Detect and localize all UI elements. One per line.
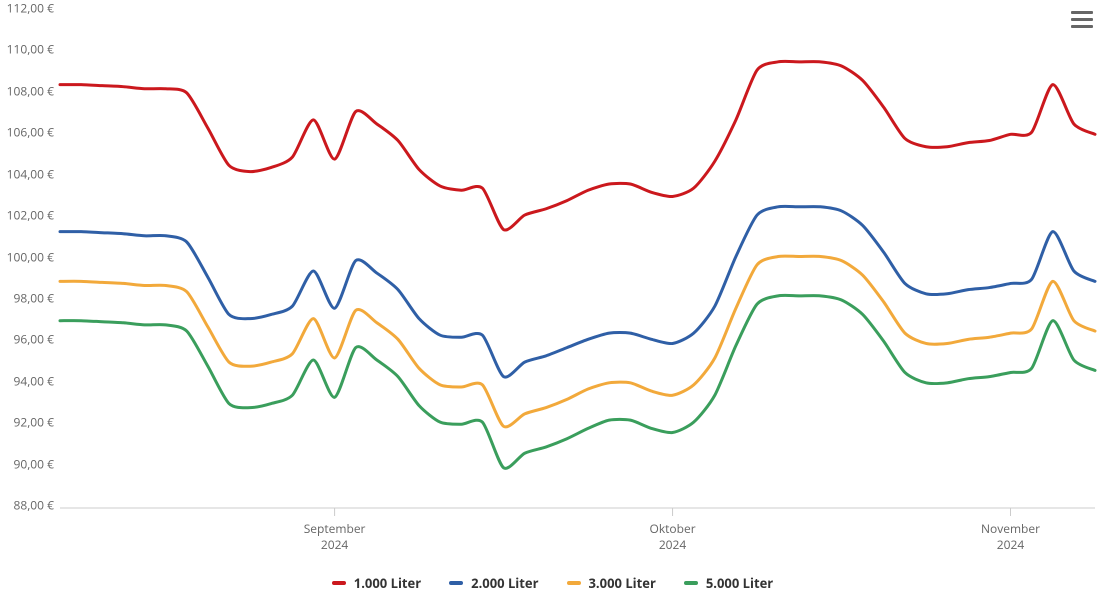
- legend: 1.000 Liter 2.000 Liter 3.000 Liter 5.000 L…: [0, 574, 1105, 592]
- legend-label: 1.000 Liter: [354, 574, 421, 592]
- legend-swatch: [449, 581, 463, 585]
- y-tick-label: 112,00 €: [4, 0, 54, 17]
- x-tick-year: 2024: [659, 536, 686, 553]
- y-tick-label: 94,00 €: [4, 372, 54, 389]
- legend-item[interactable]: 2.000 Liter: [449, 574, 538, 592]
- y-tick-label: 92,00 €: [4, 414, 54, 431]
- legend-item[interactable]: 1.000 Liter: [332, 574, 421, 592]
- y-tick-label: 104,00 €: [4, 165, 54, 182]
- legend-swatch: [567, 581, 581, 585]
- price-chart: 88,00 € 90,00 € 92,00 € 94,00 € 96,00 € 98,00…: [0, 0, 1105, 602]
- y-tick-label: 100,00 €: [4, 248, 54, 265]
- y-tick-label: 90,00 €: [4, 455, 54, 472]
- y-tick-label: 108,00 €: [4, 82, 54, 99]
- y-tick-label: 106,00 €: [4, 124, 54, 141]
- series-line: [60, 206, 1095, 377]
- x-tick-year: 2024: [321, 536, 348, 553]
- legend-label: 5.000 Liter: [706, 574, 773, 592]
- y-tick-label: 110,00 €: [4, 41, 54, 58]
- series-line: [60, 61, 1095, 230]
- x-tick-year: 2024: [997, 536, 1024, 553]
- legend-item[interactable]: 5.000 Liter: [684, 574, 773, 592]
- y-tick-label: 96,00 €: [4, 331, 54, 348]
- series-line: [60, 295, 1095, 468]
- y-tick-label: 98,00 €: [4, 289, 54, 306]
- x-tick-month: Oktober: [649, 520, 695, 537]
- legend-swatch: [332, 581, 346, 585]
- legend-item[interactable]: 3.000 Liter: [567, 574, 656, 592]
- y-tick-label: 88,00 €: [4, 497, 54, 514]
- x-tick-month: November: [981, 520, 1040, 537]
- legend-swatch: [684, 581, 698, 585]
- x-tick-month: September: [304, 520, 366, 537]
- legend-label: 2.000 Liter: [471, 574, 538, 592]
- chart-svg: [0, 0, 1105, 602]
- y-tick-label: 102,00 €: [4, 207, 54, 224]
- series-line: [60, 256, 1095, 427]
- legend-label: 3.000 Liter: [589, 574, 656, 592]
